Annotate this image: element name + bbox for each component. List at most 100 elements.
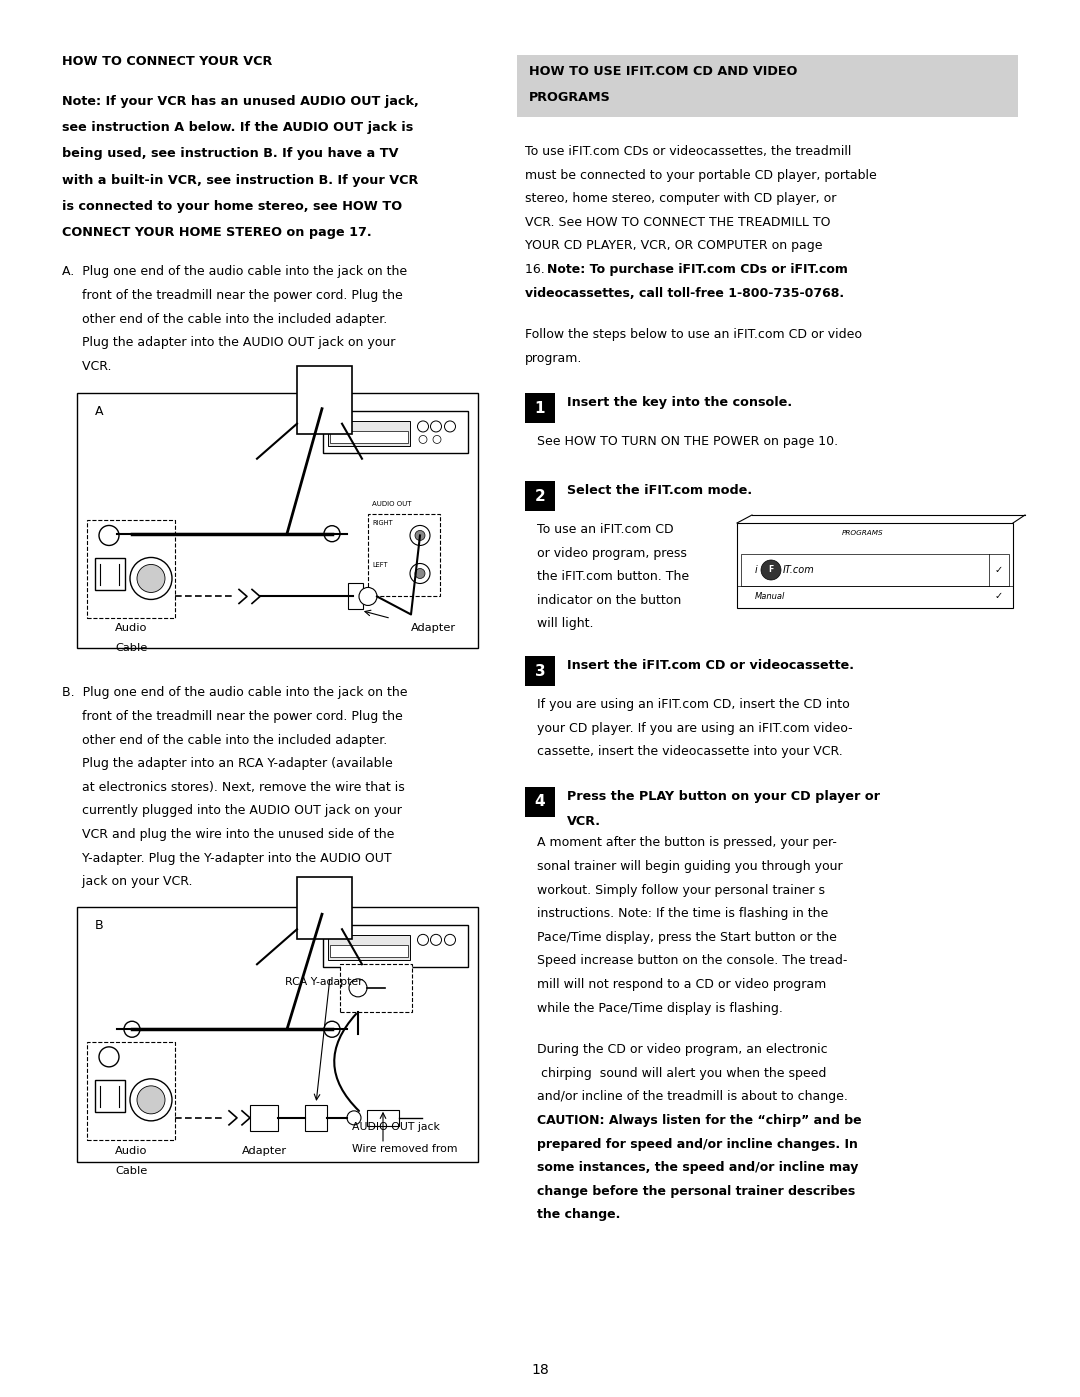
Bar	[305, 1105, 327, 1130]
Text: while the Pace/Time display is flashing.: while the Pace/Time display is flashing.	[537, 1002, 783, 1014]
Text: currently plugged into the AUDIO OUT jack on your: currently plugged into the AUDIO OUT jac…	[62, 805, 402, 817]
Text: being used, see instruction B. If you have a TV: being used, see instruction B. If you ha…	[62, 147, 399, 161]
Text: videocassettes, call toll-free 1-800-735-0768.: videocassettes, call toll-free 1-800-735…	[525, 286, 845, 299]
Text: is connected to your home stereo, see HOW TO: is connected to your home stereo, see HO…	[62, 200, 402, 212]
Text: AUDIO OUT: AUDIO OUT	[372, 502, 411, 507]
Text: Manual: Manual	[755, 591, 785, 601]
Text: VCR.: VCR.	[567, 816, 600, 828]
Text: Note: If your VCR has an unused AUDIO OUT jack,: Note: If your VCR has an unused AUDIO OU…	[62, 95, 419, 108]
Text: 2: 2	[535, 489, 545, 503]
Text: must be connected to your portable CD player, portable: must be connected to your portable CD pl…	[525, 169, 877, 182]
Text: sonal trainer will begin guiding you through your: sonal trainer will begin guiding you thr…	[537, 861, 842, 873]
Text: F: F	[768, 566, 773, 574]
Text: 3: 3	[535, 664, 545, 679]
Text: i: i	[755, 564, 758, 576]
Text: IT.com: IT.com	[783, 564, 814, 576]
Bar	[95, 1080, 125, 1112]
Text: Adapter: Adapter	[242, 1146, 286, 1155]
Text: will light.: will light.	[537, 617, 594, 630]
Text: Select the iFIT.com mode.: Select the iFIT.com mode.	[567, 483, 752, 497]
Text: VCR and plug the wire into the unused side of the: VCR and plug the wire into the unused si…	[62, 828, 394, 841]
Text: Plug the adapter into an RCA Y-adapter (available: Plug the adapter into an RCA Y-adapter (…	[62, 757, 393, 770]
Text: VCR. See HOW TO CONNECT THE TREADMILL TO: VCR. See HOW TO CONNECT THE TREADMILL TO	[525, 215, 831, 229]
Text: chirping  sound will alert you when the speed: chirping sound will alert you when the s…	[537, 1067, 826, 1080]
Text: CAUTION: Always listen for the “chirp” and be: CAUTION: Always listen for the “chirp” a…	[537, 1113, 862, 1127]
Text: prepared for speed and/or incline changes. In: prepared for speed and/or incline change…	[537, 1137, 858, 1151]
Bar	[87, 1042, 175, 1140]
Text: HOW TO USE IFIT.COM CD AND VIDEO: HOW TO USE IFIT.COM CD AND VIDEO	[529, 66, 797, 78]
Circle shape	[418, 420, 429, 432]
Text: YOUR CD PLAYER, VCR, OR COMPUTER on page: YOUR CD PLAYER, VCR, OR COMPUTER on page	[525, 239, 823, 253]
Text: instructions. Note: If the time is flashing in the: instructions. Note: If the time is flash…	[537, 907, 828, 921]
Bar	[249, 1105, 278, 1130]
Text: 4: 4	[535, 795, 545, 809]
Text: A: A	[95, 405, 104, 419]
Text: change before the personal trainer describes: change before the personal trainer descr…	[537, 1185, 855, 1197]
Bar	[328, 422, 410, 447]
Text: Press the PLAY button on your CD player or: Press the PLAY button on your CD player …	[567, 789, 880, 803]
Circle shape	[445, 935, 456, 946]
Circle shape	[137, 564, 165, 592]
Bar	[340, 964, 411, 1011]
Bar	[517, 54, 1018, 117]
Circle shape	[130, 1078, 172, 1120]
Text: with a built-in VCR, see instruction B. If your VCR: with a built-in VCR, see instruction B. …	[62, 173, 418, 187]
Bar	[297, 366, 352, 433]
Bar	[368, 514, 440, 597]
Text: VCR.: VCR.	[62, 360, 111, 373]
Text: Note: To purchase iFIT.com CDs or iFIT.com: Note: To purchase iFIT.com CDs or iFIT.c…	[546, 263, 848, 277]
Bar	[95, 559, 125, 591]
Text: A.  Plug one end of the audio cable into the jack on the: A. Plug one end of the audio cable into …	[62, 265, 407, 278]
Text: mill will not respond to a CD or video program: mill will not respond to a CD or video p…	[537, 978, 826, 990]
Text: 16.: 16.	[525, 263, 549, 277]
Text: PROGRAMS: PROGRAMS	[529, 91, 611, 103]
Text: B.  Plug one end of the audio cable into the jack on the: B. Plug one end of the audio cable into …	[62, 686, 407, 700]
Text: 1: 1	[535, 401, 545, 416]
Circle shape	[359, 588, 377, 605]
Text: Y-adapter. Plug the Y-adapter into the AUDIO OUT: Y-adapter. Plug the Y-adapter into the A…	[62, 852, 392, 865]
Text: LEFT: LEFT	[372, 562, 388, 567]
Circle shape	[130, 557, 172, 599]
Text: B: B	[95, 919, 104, 932]
Circle shape	[415, 531, 426, 541]
Circle shape	[415, 569, 426, 578]
Circle shape	[349, 979, 367, 997]
Text: see instruction A below. If the AUDIO OUT jack is: see instruction A below. If the AUDIO OU…	[62, 122, 414, 134]
Text: front of the treadmill near the power cord. Plug the: front of the treadmill near the power co…	[62, 289, 403, 302]
Text: program.: program.	[525, 352, 582, 365]
Bar	[330, 432, 408, 443]
Text: your CD player. If you are using an iFIT.com video-: your CD player. If you are using an iFIT…	[537, 722, 852, 735]
Bar	[737, 522, 1013, 608]
Text: other end of the cable into the included adapter.: other end of the cable into the included…	[62, 313, 388, 326]
Text: PROGRAMS: PROGRAMS	[842, 529, 883, 536]
Bar	[348, 584, 363, 609]
Circle shape	[347, 1111, 361, 1125]
Circle shape	[419, 436, 427, 443]
Bar	[330, 944, 408, 957]
Circle shape	[137, 1085, 165, 1113]
Text: Plug the adapter into the AUDIO OUT jack on your: Plug the adapter into the AUDIO OUT jack…	[62, 337, 395, 349]
Text: AUDIO OUT jack: AUDIO OUT jack	[352, 1122, 440, 1132]
Text: HOW TO CONNECT YOUR VCR: HOW TO CONNECT YOUR VCR	[62, 54, 272, 68]
Text: Adapter: Adapter	[411, 623, 456, 633]
Circle shape	[324, 1021, 340, 1037]
Bar	[525, 657, 555, 686]
Text: Pace/Time display, press the Start button or the: Pace/Time display, press the Start butto…	[537, 930, 837, 944]
Bar	[297, 877, 352, 939]
Text: workout. Simply follow your personal trainer s: workout. Simply follow your personal tra…	[537, 883, 825, 897]
Text: Speed increase button on the console. The tread-: Speed increase button on the console. Th…	[537, 954, 848, 967]
Bar	[525, 481, 555, 511]
Text: Audio: Audio	[114, 623, 147, 633]
Circle shape	[410, 563, 430, 584]
Circle shape	[124, 525, 140, 542]
Text: front of the treadmill near the power cord. Plug the: front of the treadmill near the power co…	[62, 710, 403, 724]
Circle shape	[99, 525, 119, 545]
Bar	[328, 935, 410, 960]
Circle shape	[99, 1046, 119, 1067]
Circle shape	[324, 525, 340, 542]
Text: 18: 18	[531, 1363, 549, 1377]
Text: RIGHT: RIGHT	[372, 521, 393, 527]
Text: Insert the key into the console.: Insert the key into the console.	[567, 397, 792, 409]
Circle shape	[410, 525, 430, 545]
Text: ✓: ✓	[995, 564, 1003, 576]
